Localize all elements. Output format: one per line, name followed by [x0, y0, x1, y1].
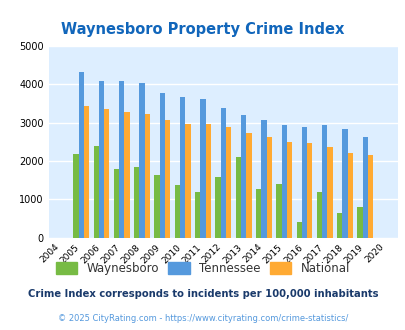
Bar: [316, 192, 322, 238]
Bar: [144, 114, 150, 238]
Bar: [301, 127, 307, 238]
Bar: [119, 82, 124, 238]
Bar: [347, 153, 352, 238]
Bar: [367, 155, 373, 238]
Bar: [79, 72, 83, 238]
Bar: [275, 184, 281, 238]
Bar: [73, 154, 79, 238]
Bar: [180, 97, 185, 238]
Bar: [154, 176, 160, 238]
Bar: [205, 124, 211, 238]
Bar: [286, 142, 292, 238]
Bar: [362, 137, 367, 238]
Bar: [357, 207, 362, 238]
Bar: [235, 157, 240, 238]
Bar: [93, 147, 99, 238]
Bar: [185, 124, 190, 238]
Bar: [113, 169, 119, 238]
Bar: [134, 167, 139, 238]
Bar: [255, 189, 261, 238]
Legend: Waynesboro, Tennessee, National: Waynesboro, Tennessee, National: [52, 258, 353, 279]
Bar: [261, 120, 266, 238]
Bar: [281, 125, 286, 238]
Text: Waynesboro Property Crime Index: Waynesboro Property Crime Index: [61, 22, 344, 37]
Bar: [326, 147, 332, 238]
Bar: [99, 81, 104, 238]
Bar: [164, 120, 170, 238]
Bar: [220, 108, 225, 238]
Text: © 2025 CityRating.com - https://www.cityrating.com/crime-statistics/: © 2025 CityRating.com - https://www.city…: [58, 314, 347, 323]
Bar: [225, 127, 231, 238]
Bar: [336, 213, 342, 238]
Text: Crime Index corresponds to incidents per 100,000 inhabitants: Crime Index corresponds to incidents per…: [28, 289, 377, 299]
Bar: [83, 106, 89, 238]
Bar: [241, 115, 246, 238]
Bar: [175, 184, 180, 238]
Bar: [296, 222, 301, 238]
Bar: [124, 113, 130, 238]
Bar: [195, 192, 200, 238]
Bar: [342, 129, 347, 238]
Bar: [322, 125, 327, 238]
Bar: [266, 137, 271, 238]
Bar: [200, 99, 205, 238]
Bar: [160, 93, 164, 238]
Bar: [307, 143, 312, 238]
Bar: [139, 82, 144, 238]
Bar: [104, 109, 109, 238]
Bar: [215, 177, 220, 238]
Bar: [245, 133, 251, 238]
